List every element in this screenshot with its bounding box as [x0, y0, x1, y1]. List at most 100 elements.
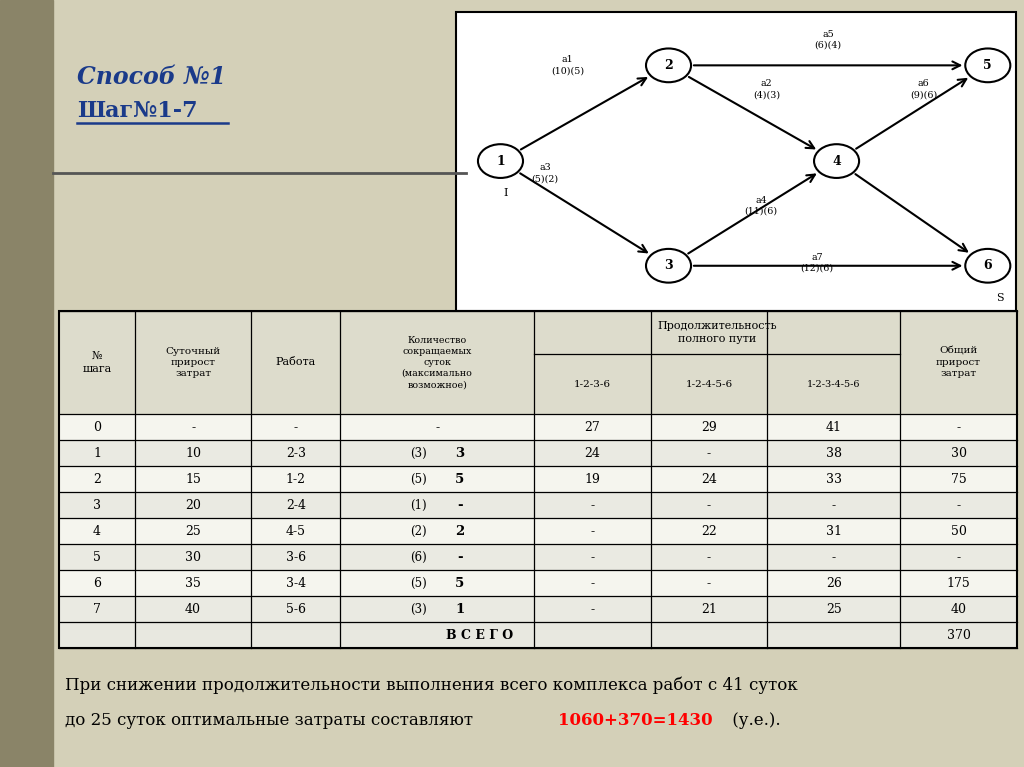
Text: 15: 15 — [185, 472, 201, 486]
Text: 5: 5 — [455, 577, 464, 590]
Text: 3-4: 3-4 — [286, 577, 306, 590]
Circle shape — [814, 144, 859, 178]
Text: -: - — [956, 551, 961, 564]
Text: 1060+370=1430: 1060+370=1430 — [558, 712, 713, 729]
Text: 5: 5 — [93, 551, 101, 564]
Text: a3
(5)(2): a3 (5)(2) — [531, 163, 559, 183]
Text: -: - — [591, 577, 595, 590]
Text: 35: 35 — [185, 577, 201, 590]
Text: 41: 41 — [825, 420, 842, 433]
Text: (1): (1) — [411, 499, 427, 512]
Text: 7: 7 — [93, 603, 101, 616]
Text: 4: 4 — [833, 155, 841, 167]
Text: 6: 6 — [983, 259, 992, 272]
Text: 24: 24 — [585, 446, 600, 459]
Text: Общий
прирост
затрат: Общий прирост затрат — [936, 347, 981, 378]
Text: (5): (5) — [411, 577, 427, 590]
Text: 40: 40 — [950, 603, 967, 616]
Text: 40: 40 — [185, 603, 201, 616]
Text: -: - — [294, 420, 298, 433]
Text: 2: 2 — [455, 525, 464, 538]
Text: a4
(11)(6): a4 (11)(6) — [744, 196, 777, 216]
Text: -: - — [591, 603, 595, 616]
Bar — [59, 440, 1017, 466]
Text: (3): (3) — [411, 446, 427, 459]
Text: -: - — [591, 499, 595, 512]
Bar — [59, 466, 1017, 492]
Text: 4: 4 — [93, 525, 101, 538]
Circle shape — [966, 48, 1011, 82]
Text: 175: 175 — [947, 577, 971, 590]
Text: 1-2: 1-2 — [286, 472, 306, 486]
Text: S: S — [996, 293, 1004, 303]
Text: 5-6: 5-6 — [286, 603, 306, 616]
Bar — [59, 311, 1017, 648]
Text: Продолжительность
полного пути: Продолжительность полного пути — [657, 321, 777, 344]
Text: a2
(4)(3): a2 (4)(3) — [753, 79, 780, 100]
Text: 25: 25 — [185, 525, 201, 538]
Text: a7
(12)(6): a7 (12)(6) — [801, 252, 834, 273]
Text: 21: 21 — [701, 603, 717, 616]
Text: 19: 19 — [585, 472, 600, 486]
Text: -: - — [956, 420, 961, 433]
Text: При снижении продолжительности выполнения всего комплекса работ с 41 суток: При снижении продолжительности выполнени… — [65, 676, 798, 694]
Text: 30: 30 — [950, 446, 967, 459]
Text: 3: 3 — [93, 499, 101, 512]
Text: I: I — [504, 188, 508, 199]
Bar — [59, 544, 1017, 570]
Text: (у.е.).: (у.е.). — [727, 712, 780, 729]
Bar — [59, 311, 1017, 648]
Text: Способ №1: Способ №1 — [77, 65, 226, 89]
Text: (6): (6) — [411, 551, 427, 564]
Text: Работа: Работа — [275, 357, 315, 367]
Bar — [59, 311, 135, 414]
Bar — [767, 354, 900, 414]
Text: a1
(10)(5): a1 (10)(5) — [551, 55, 585, 75]
Text: Шаг№1-7: Шаг№1-7 — [77, 100, 198, 122]
Text: 1-2-3-6: 1-2-3-6 — [574, 380, 611, 389]
Text: 24: 24 — [701, 472, 717, 486]
Bar — [59, 570, 1017, 596]
Bar — [535, 311, 900, 354]
Text: 4-5: 4-5 — [286, 525, 306, 538]
Text: a6
(9)(6): a6 (9)(6) — [909, 79, 937, 100]
Text: 1: 1 — [496, 155, 505, 167]
Text: 5: 5 — [983, 59, 992, 72]
Text: -: - — [707, 551, 711, 564]
Bar — [535, 354, 650, 414]
Bar — [0, 0, 53, 767]
Text: 3: 3 — [665, 259, 673, 272]
Text: 1: 1 — [455, 603, 464, 616]
Bar — [456, 12, 1016, 311]
Text: 30: 30 — [185, 551, 201, 564]
Text: 0: 0 — [93, 420, 101, 433]
Text: 10: 10 — [185, 446, 201, 459]
Text: -: - — [707, 577, 711, 590]
Bar — [59, 622, 900, 648]
Text: -: - — [707, 446, 711, 459]
Text: 25: 25 — [826, 603, 842, 616]
Text: 2: 2 — [93, 472, 101, 486]
Text: 2: 2 — [665, 59, 673, 72]
Bar — [251, 311, 340, 414]
Text: 29: 29 — [701, 420, 717, 433]
Text: (5): (5) — [411, 472, 427, 486]
Bar — [135, 311, 251, 414]
Bar — [59, 596, 1017, 622]
Text: -: - — [457, 499, 463, 512]
Circle shape — [478, 144, 523, 178]
Text: до 25 суток оптимальные затраты составляют: до 25 суток оптимальные затраты составля… — [65, 712, 478, 729]
Text: -: - — [591, 551, 595, 564]
Text: 2-3: 2-3 — [286, 446, 306, 459]
Text: -: - — [831, 499, 836, 512]
Bar — [650, 354, 767, 414]
Bar — [900, 622, 1017, 648]
Text: -: - — [191, 420, 196, 433]
Text: 38: 38 — [825, 446, 842, 459]
Text: 31: 31 — [825, 525, 842, 538]
Text: (3): (3) — [411, 603, 427, 616]
Text: 22: 22 — [701, 525, 717, 538]
Text: -: - — [956, 499, 961, 512]
Text: 50: 50 — [950, 525, 967, 538]
Bar — [59, 492, 1017, 518]
